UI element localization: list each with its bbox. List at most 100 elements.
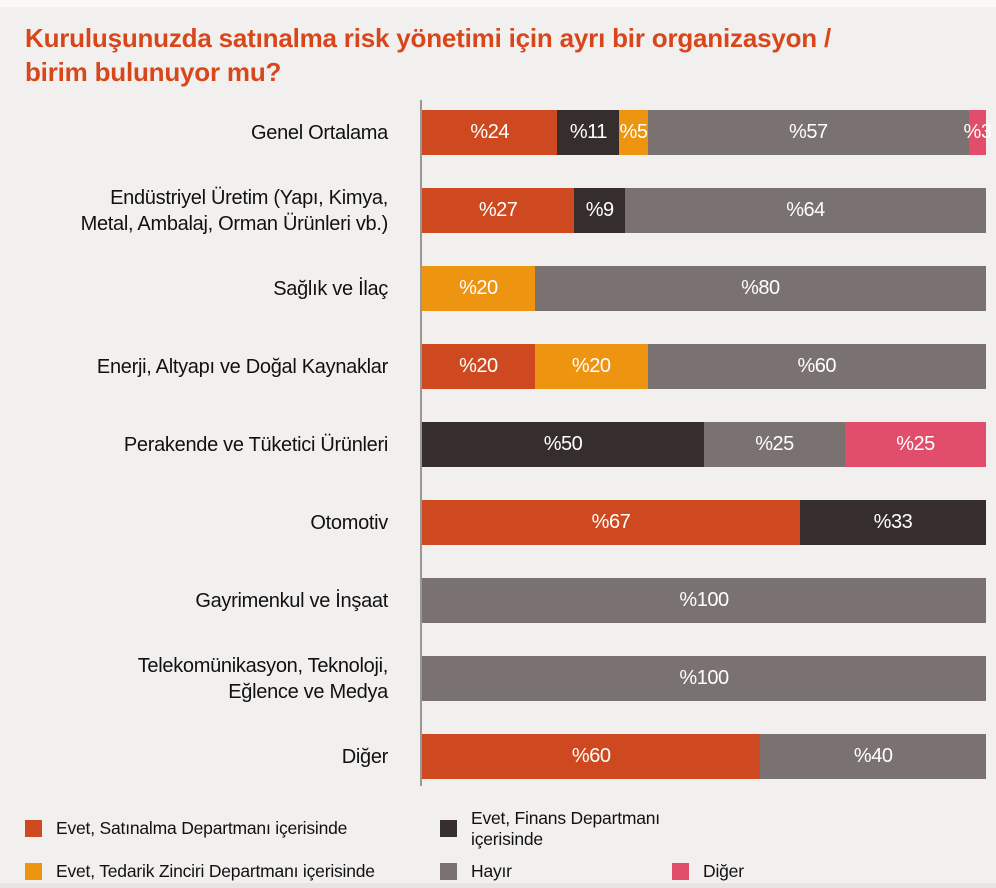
bar-segment-hayir: %100 [422,656,986,702]
bar-value-label: %20 [571,355,611,378]
bar-row: Telekomünikasyon, Teknoloji, Eğlence ve … [0,640,986,718]
stacked-bar: %24 %11 %5 %57 %3 [422,110,992,156]
bar-row: Perakende ve Tüketici Ürünleri %50 %25 %25 [0,406,986,484]
bar-track: %60 %40 [422,734,986,780]
legend-item-finans: Evet, Finans Departmanı içerisinde [440,808,672,850]
bar-value-label: %33 [873,511,913,534]
legend-label: Evet, Tedarik Zinciri Departmanı içerisi… [56,860,375,881]
bar-segment-tedarik: %20 [534,344,648,390]
legend-swatch-diger [672,862,689,880]
bar-track: %20 %20 %60 [422,344,986,390]
bar-row: Endüstriyel Üretim (Yapı, Kimya, Metal, … [0,172,986,250]
bar-segment-hayir: %40 [760,734,986,780]
legend-label: Hayır [471,860,512,881]
category-label: Telekomünikasyon, Teknoloji, Eğlence ve … [137,654,389,703]
bar-row: Gayrimenkul ve İnşaat %100 [0,562,986,640]
legend-swatch-satinalma [25,820,42,838]
stacked-bar-chart: Genel Ortalama %24 %11 %5 %57 %3 Endüstriyel Ü… [0,94,996,796]
bar-value-label: %20 [459,277,498,300]
bar-value-label: %27 [478,199,518,222]
legend-item-satinalma: Evet, Satınalma Departmanı içerisinde [25,818,440,839]
chart-title: Kuruluşunuzda satınalma risk yönetimi iç… [25,23,832,87]
bar-value-label: %25 [896,433,935,456]
legend-item-diger: Diğer [672,861,971,882]
stacked-bar: %100 [422,656,986,702]
bar-track: %67 %33 [422,500,986,546]
bar-track: %100 [422,656,986,702]
bar-value-label: %60 [571,745,611,768]
bar-segment-hayir: %57 [647,110,970,156]
bar-segment-tedarik: %5 [619,110,648,156]
bar-track: %24 %11 %5 %57 %3 [422,110,992,156]
bar-value-label: %9 [585,199,614,222]
bar-value-label: %64 [786,199,825,222]
bar-segment-satinalma: %67 [422,500,800,546]
bar-segment-diger: %25 [845,422,986,468]
legend-label: Diğer [703,860,744,881]
category-label: Enerji, Altyapı ve Doğal Kaynaklar [96,355,388,378]
category-label: Otomotiv [310,511,388,534]
chart-rows: Genel Ortalama %24 %11 %5 %57 %3 Endüstriyel Ü… [0,94,996,796]
bar-row: Genel Ortalama %24 %11 %5 %57 %3 [0,94,992,172]
category-label: Gayrimenkul ve İnşaat [195,589,388,612]
bar-row: Enerji, Altyapı ve Doğal Kaynaklar %20 %20… [0,328,986,406]
bar-segment-satinalma: %60 [422,734,761,780]
bar-segment-satinalma: %27 [422,188,575,234]
legend-label: Evet, Satınalma Departmanı içerisinde [56,818,348,839]
bar-value-label: %67 [591,511,631,534]
category-label: Diğer [341,745,389,768]
bar-row: Otomotiv %67 %33 [0,484,986,562]
bar-value-label: %11 [569,121,608,144]
bar-segment-finans: %33 [799,500,986,546]
category-label: Sağlık ve İlaç [273,277,388,300]
bar-track: %50 %25 %25 [422,422,986,468]
legend-label: Evet, Finans Departmanı içerisinde [471,807,660,849]
bar-value-label: %60 [797,355,837,378]
bar-segment-hayir: %100 [422,578,986,624]
bar-value-label: %100 [679,589,729,612]
y-axis-line [420,99,422,786]
stacked-bar: %100 [422,578,986,624]
bar-value-label: %57 [789,121,828,144]
category-label: Endüstriyel Üretim (Yapı, Kimya, Metal, … [80,186,389,235]
stacked-bar: %20 %20 %60 [422,344,986,390]
chart-legend: Evet, Satınalma Departmanı içerisinde Eve… [0,808,996,882]
category-label: Genel Ortalama [251,121,388,144]
bar-value-label: %50 [543,433,583,456]
legend-swatch-tedarik [25,862,42,880]
bar-value-label: %25 [755,433,794,456]
stacked-bar: %20 %80 [422,266,986,312]
bar-row: Diğer %60 %40 [0,718,986,796]
bar-value-label: %40 [853,745,893,768]
bar-track: %100 [422,578,986,624]
bar-segment-hayir: %80 [534,266,986,312]
bar-value-label: %20 [459,355,498,378]
category-label: Perakende ve Tüketici Ürünleri [123,433,388,456]
stacked-bar: %60 %40 [422,734,986,780]
bar-segment-satinalma: %24 [422,110,558,156]
bar-segment-finans: %11 [557,110,620,156]
legend-item-tedarik: Evet, Tedarik Zinciri Departmanı içerisi… [25,861,440,882]
stacked-bar: %27 %9 %64 [422,188,986,234]
bar-segment-hayir: %25 [704,422,845,468]
bar-segment-finans: %9 [574,188,626,234]
legend-swatch-finans [440,820,457,838]
legend-swatch-hayir [440,862,457,880]
bar-segment-tedarik: %20 [422,266,535,312]
legend-item-hayir: Hayır [440,861,672,882]
bar-value-label: %3 [963,121,992,144]
bar-segment-hayir: %60 [647,344,986,390]
stacked-bar: %50 %25 %25 [422,422,986,468]
bar-value-label: %5 [619,121,648,144]
bar-value-label: %24 [470,121,509,144]
bar-row: Sağlık ve İlaç %20 %80 [0,250,986,328]
bar-value-label: %80 [741,277,780,300]
bar-track: %20 %80 [422,266,986,312]
bar-segment-hayir: %64 [625,188,986,234]
bar-segment-satinalma: %20 [422,344,535,390]
bar-value-label: %100 [679,667,729,690]
bar-segment-diger: %3 [964,110,992,156]
bar-segment-finans: %50 [422,422,704,468]
stacked-bar: %67 %33 [422,500,986,546]
